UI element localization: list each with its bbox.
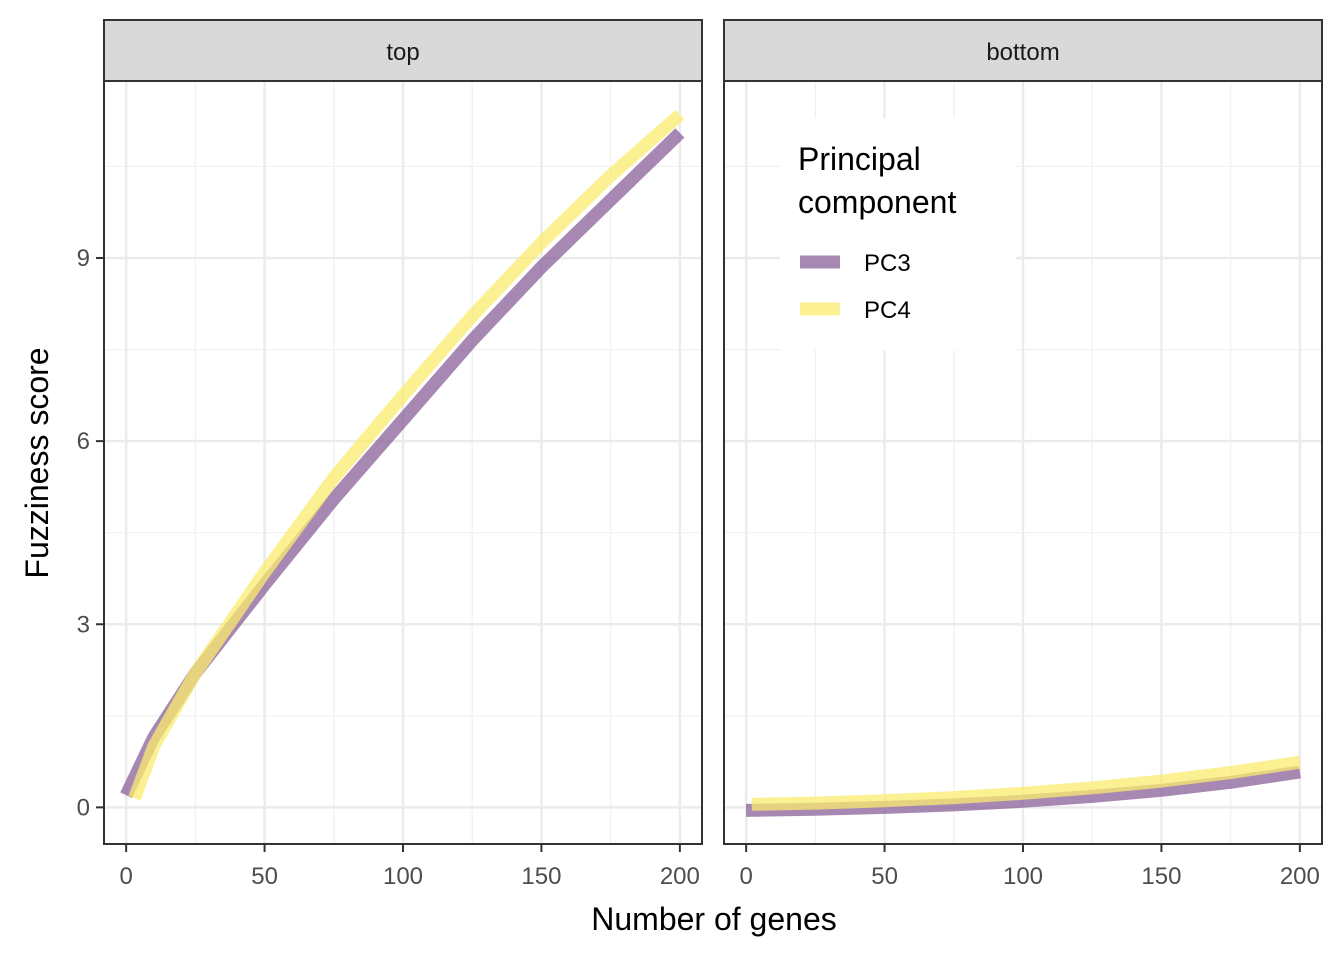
x-tick-label: 0 (119, 863, 132, 890)
facet-strip (103, 19, 703, 82)
facet-strip (723, 19, 1323, 82)
legend-label-pc3: PC3 (864, 250, 911, 277)
x-tick-label: 0 (739, 863, 752, 890)
x-tick-label: 50 (251, 863, 278, 890)
legend-entries: PC3 PC4 (800, 250, 911, 324)
panel-bottom: bottom (723, 19, 1323, 845)
x-tick-label: 150 (521, 863, 561, 890)
y-tick-label: 9 (77, 245, 90, 272)
x-tick-label: 50 (871, 863, 898, 890)
y-axis-title: Fuzziness score (19, 347, 55, 578)
y-tick-label: 0 (77, 794, 90, 821)
axes: 0 50 100 150 200 0 50 100 150 200 0 3 6 9 (77, 245, 1320, 890)
x-tick-label: 100 (1003, 863, 1043, 890)
panels: top bottom (103, 19, 1323, 845)
x-tick-label: 150 (1141, 863, 1181, 890)
facet-strip-label: top (386, 39, 419, 66)
legend: Principal component PC3 PC4 (780, 118, 1016, 350)
panel-top: top (103, 19, 703, 845)
legend-title-line-2: component (798, 184, 956, 220)
x-tick-label: 200 (660, 863, 700, 890)
legend-title-line-1: Principal (798, 141, 921, 177)
legend-label-pc4: PC4 (864, 297, 911, 324)
facet-strip-label: bottom (986, 39, 1059, 66)
x-tick-label: 100 (383, 863, 423, 890)
x-axis-title: Number of genes (591, 901, 836, 937)
x-tick-label: 200 (1280, 863, 1320, 890)
y-tick-label: 3 (77, 611, 90, 638)
y-tick-label: 6 (77, 428, 90, 455)
series-line-pc4-top (128, 109, 685, 801)
series-line-pc4-bottom (751, 755, 1301, 811)
